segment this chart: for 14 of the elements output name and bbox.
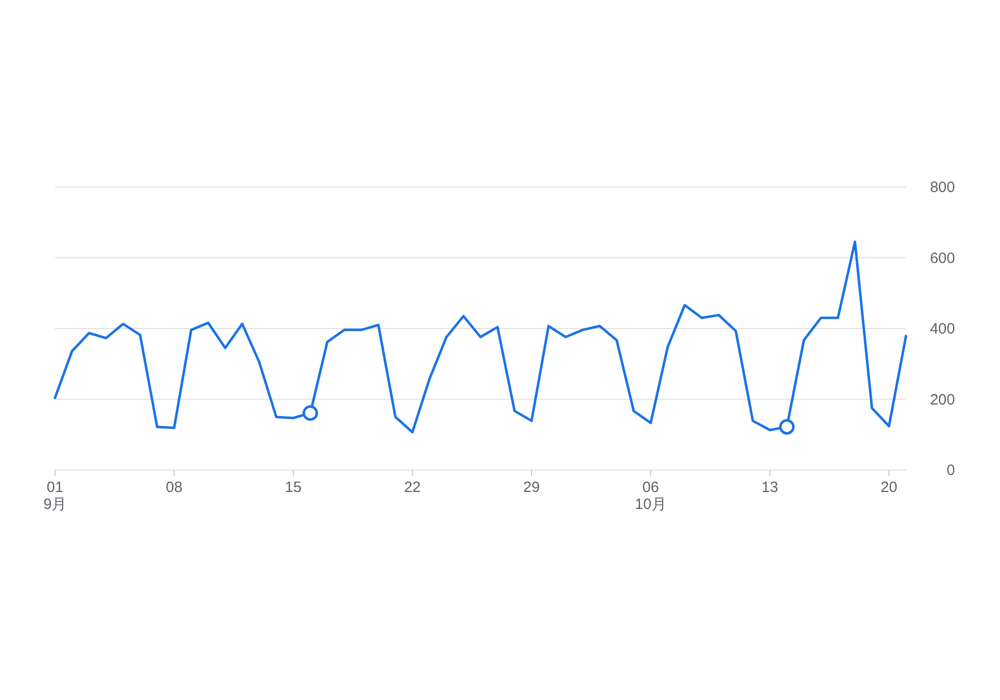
line-series (54, 240, 908, 434)
x-tick-label: 29 (523, 479, 540, 496)
x-tick-label: 15 (284, 479, 302, 496)
y-tick-label: 200 (930, 391, 955, 408)
y-tick-label: 600 (930, 250, 955, 267)
x-tick-label: 22 (404, 479, 421, 496)
x-tick-label: 06 10月 (634, 479, 667, 513)
x-tick-label: 08 (166, 479, 182, 496)
x-tick-label: 01 9月 (43, 479, 67, 513)
x-tick-label: 20 (880, 479, 898, 496)
y-tick-label: 400 (930, 320, 955, 338)
y-tick-label: 800 (930, 179, 955, 196)
x-tick-label: 13 (761, 479, 778, 496)
y-tick-label: 0 (946, 462, 955, 479)
